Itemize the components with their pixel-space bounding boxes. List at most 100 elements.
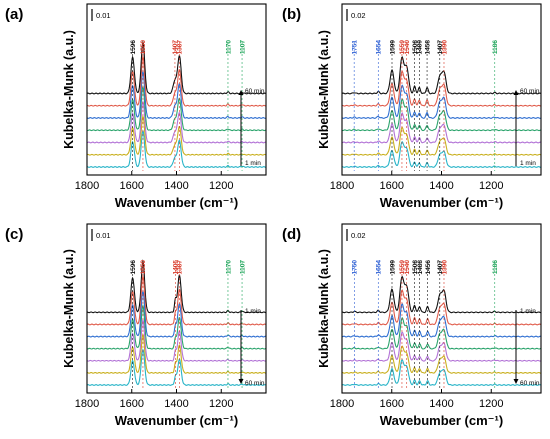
peak-label: 1407 xyxy=(437,260,444,275)
peak-label: 1596 xyxy=(130,40,137,55)
spectrum-trace xyxy=(341,98,542,132)
x-tick-label: 1800 xyxy=(330,398,354,410)
spectrum-trace xyxy=(341,126,542,156)
peak-label: 1405 xyxy=(173,260,180,275)
peak-label: 1107 xyxy=(239,40,246,54)
spectrum-trace xyxy=(87,54,267,107)
x-tick-label: 1400 xyxy=(164,398,188,410)
spectrum-trace xyxy=(86,348,267,386)
x-tick-label: 1200 xyxy=(479,180,503,192)
spectrum-trace xyxy=(341,84,542,119)
time-arrow-head xyxy=(513,379,519,384)
spectrum-trace xyxy=(86,318,267,362)
x-tick-label: 1800 xyxy=(75,398,99,410)
peak-label: 1390 xyxy=(441,40,448,55)
spectrum-trace xyxy=(341,316,542,350)
y-axis-label: Kubelka-Munk (a.u.) xyxy=(317,30,331,149)
time-label-start: 1 min xyxy=(245,160,261,167)
spectra-traces xyxy=(86,259,267,386)
peak-label: 1559 xyxy=(399,260,406,275)
peak-label: 1751 xyxy=(351,40,358,55)
panel-label: (b) xyxy=(282,6,301,23)
plot-frame xyxy=(341,223,542,394)
spectrum-trace xyxy=(86,40,267,95)
x-tick-label: 1600 xyxy=(120,180,144,192)
time-label-end: 60 min xyxy=(245,88,265,95)
spectrum-trace xyxy=(342,345,541,374)
x-tick-label: 1800 xyxy=(330,180,354,192)
spectrum-trace xyxy=(86,289,267,338)
y-axis-label: Kubelka-Munk (a.u.) xyxy=(62,30,76,149)
spectrum-trace xyxy=(87,129,266,168)
spectrum-trace xyxy=(86,274,267,326)
spectrum-trace xyxy=(86,100,267,144)
spectrum-trace xyxy=(86,84,267,132)
spectrum-trace xyxy=(86,304,267,350)
spectrum-trace xyxy=(342,140,541,168)
peak-label: 1599 xyxy=(389,40,396,55)
y-axis-label: Kubelka-Munk (a.u.) xyxy=(317,249,331,368)
time-label-start: 1 min xyxy=(245,308,261,315)
time-label-end: 60 min xyxy=(245,380,265,387)
plot-frame xyxy=(86,223,267,394)
x-tick-label: 1800 xyxy=(75,180,99,192)
peak-label: 1540 xyxy=(404,260,411,275)
x-axis-label: Wavebumber (cm⁻¹) xyxy=(380,413,503,428)
peak-label: 1387 xyxy=(177,40,184,55)
peak-label: 1596 xyxy=(130,260,137,275)
spectra-traces xyxy=(86,40,267,168)
peak-label: 1186 xyxy=(492,260,499,274)
spectrum-trace xyxy=(87,332,266,374)
time-label-start: 1 min xyxy=(520,160,536,167)
x-tick-label: 1200 xyxy=(209,398,233,410)
panel-d: (d) Kubelka-Munk (a.u.) Wavebumber (cm⁻¹) 1… xyxy=(282,223,542,428)
peak-label: 1654 xyxy=(376,40,383,55)
time-arrow-head xyxy=(238,90,244,95)
spectrum-trace xyxy=(342,70,542,107)
x-axis-label: Wavenumber (cm⁻¹) xyxy=(380,195,503,210)
peak-label: 1107 xyxy=(239,260,246,274)
spectrum-trace xyxy=(87,259,267,314)
spectrum-trace xyxy=(86,69,267,119)
x-axis-label: Wavenumber (cm⁻¹) xyxy=(115,195,238,210)
panel-label: (c) xyxy=(5,226,23,243)
peak-label: 1508 xyxy=(412,260,419,275)
plot-frame xyxy=(86,3,267,176)
peak-label: 1654 xyxy=(376,260,383,275)
peak-label: 1488 xyxy=(417,260,424,275)
spectra-traces xyxy=(341,275,542,386)
scale-bar-label: 0.01 xyxy=(96,11,111,20)
y-axis-label: Kubelka-Munk (a.u.) xyxy=(62,249,76,368)
peak-label: 1559 xyxy=(399,40,406,55)
spectrum-trace xyxy=(341,358,542,386)
peak-label: 1458 xyxy=(424,40,431,55)
panel-b: (b) Kubelka-Munk (a.u.) Wavenumber (cm⁻¹) 1… xyxy=(282,3,542,210)
x-tick-label: 1600 xyxy=(380,180,404,192)
time-label-start: 1 min xyxy=(520,308,536,315)
panel-label: (a) xyxy=(5,6,23,23)
time-arrow-head xyxy=(513,90,519,95)
spectrum-trace xyxy=(341,55,542,95)
peak-label: 1540 xyxy=(404,40,411,55)
panel-label: (d) xyxy=(282,226,301,243)
peak-label: 1186 xyxy=(492,40,499,54)
peak-label: 1550 xyxy=(140,260,147,275)
panel-a: (a) Kubelka-Munk (a.u.) Wavenumber (cm⁻¹) 1… xyxy=(5,3,267,210)
spectrum-trace xyxy=(341,331,542,362)
peak-label: 1387 xyxy=(177,260,184,275)
x-tick-label: 1400 xyxy=(429,180,453,192)
spectrum-trace xyxy=(86,114,267,156)
panel-c: (c) Kubelka-Munk (a.u.) Wavenumber (cm⁻¹) 1… xyxy=(5,223,267,428)
x-tick-label: 1200 xyxy=(479,398,503,410)
peak-label: 1170 xyxy=(225,260,232,274)
spectrum-trace xyxy=(341,302,542,338)
plot-frame xyxy=(341,3,542,176)
x-tick-label: 1600 xyxy=(380,398,404,410)
x-tick-label: 1400 xyxy=(164,180,188,192)
time-label-end: 60 min xyxy=(520,380,540,387)
spectrum-trace xyxy=(341,289,542,326)
time-label-end: 60 min xyxy=(520,88,540,95)
peak-label: 1550 xyxy=(140,40,147,55)
